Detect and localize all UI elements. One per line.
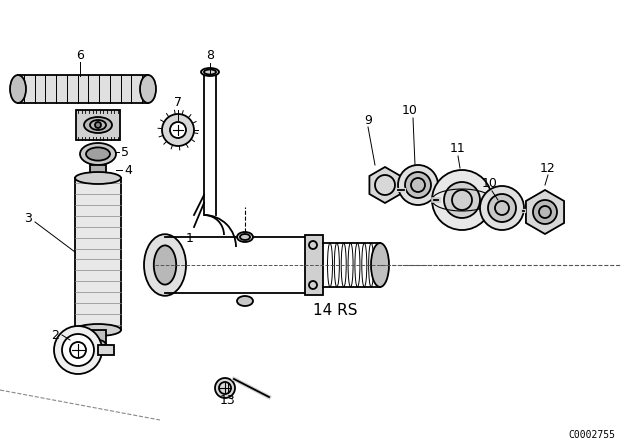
- Circle shape: [405, 172, 431, 198]
- Text: 7: 7: [174, 95, 182, 108]
- Bar: [90, 165, 106, 178]
- Ellipse shape: [10, 75, 26, 103]
- Bar: [401, 180, 423, 190]
- Ellipse shape: [84, 117, 112, 133]
- Text: 13: 13: [220, 393, 236, 406]
- Bar: [76, 110, 120, 140]
- Circle shape: [488, 194, 516, 222]
- Text: 5: 5: [121, 146, 129, 159]
- Bar: [90, 330, 106, 345]
- Polygon shape: [526, 190, 564, 234]
- Ellipse shape: [86, 147, 110, 160]
- Text: C0002755: C0002755: [568, 430, 615, 440]
- Text: 3: 3: [24, 211, 32, 224]
- Text: 2: 2: [51, 328, 59, 341]
- Ellipse shape: [154, 246, 176, 284]
- Text: 12: 12: [540, 161, 556, 175]
- Text: 9: 9: [364, 113, 372, 126]
- Circle shape: [533, 200, 557, 224]
- Circle shape: [215, 378, 235, 398]
- Ellipse shape: [237, 296, 253, 306]
- Text: 1: 1: [186, 232, 194, 245]
- Circle shape: [54, 326, 102, 374]
- Bar: [305, 235, 323, 295]
- Circle shape: [444, 182, 480, 218]
- Text: 6: 6: [76, 48, 84, 61]
- Text: 4: 4: [124, 164, 132, 177]
- Polygon shape: [18, 75, 148, 103]
- Ellipse shape: [140, 75, 156, 103]
- Text: 14 RS: 14 RS: [313, 302, 357, 318]
- Text: 10: 10: [482, 177, 498, 190]
- Ellipse shape: [75, 324, 121, 336]
- Circle shape: [62, 334, 94, 366]
- Circle shape: [398, 165, 438, 205]
- Ellipse shape: [144, 234, 186, 296]
- Circle shape: [95, 122, 101, 128]
- Circle shape: [432, 170, 492, 230]
- Text: 11: 11: [450, 142, 466, 155]
- Text: 10: 10: [402, 103, 418, 116]
- Text: 8: 8: [206, 48, 214, 61]
- Circle shape: [480, 186, 524, 230]
- Polygon shape: [369, 167, 401, 203]
- Ellipse shape: [201, 68, 219, 76]
- Circle shape: [162, 114, 194, 146]
- Ellipse shape: [371, 243, 389, 287]
- Bar: [75, 178, 121, 330]
- Ellipse shape: [75, 172, 121, 184]
- Circle shape: [170, 122, 186, 138]
- Ellipse shape: [80, 143, 116, 165]
- Bar: [98, 345, 114, 355]
- Ellipse shape: [237, 232, 253, 242]
